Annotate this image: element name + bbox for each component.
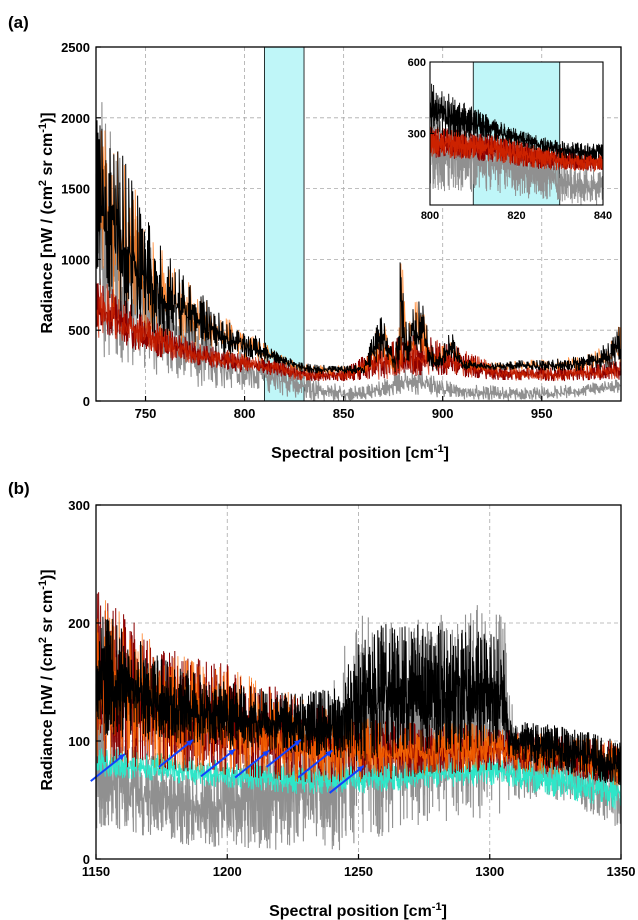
arrow-7 <box>329 764 365 794</box>
x-tick-label: 1350 <box>607 864 636 879</box>
arrow-3 <box>200 748 236 778</box>
y-tick-label: 2500 <box>61 40 90 55</box>
inset-y-tick-label: 600 <box>408 57 426 69</box>
panel-b-ticks: 1150 1200 1250 1300 1350 0 100 200 300 <box>68 498 635 879</box>
inset-series-black <box>429 83 604 160</box>
panel-a-series <box>95 102 622 401</box>
y-tick-label: 1000 <box>61 252 90 267</box>
plot-frame <box>95 46 622 402</box>
inset-x-tick-label: 840 <box>594 210 612 222</box>
x-tick-label: 1250 <box>344 864 373 879</box>
y-tick-label: 1500 <box>61 182 90 197</box>
inset-x-tick-label: 820 <box>507 210 525 222</box>
y-tick-label: 300 <box>68 498 90 513</box>
inset-x-tick-label: 800 <box>421 210 439 222</box>
panel-a-frame <box>95 46 622 402</box>
panel-b-series <box>95 592 622 851</box>
panel-a-highlight-band <box>263 46 305 402</box>
x-tick-label: 900 <box>432 406 454 421</box>
x-tick-label: 800 <box>234 406 256 421</box>
panel-a: (a) 750 800 850 900 95005001000150020002500 … <box>8 13 622 462</box>
y-tick-label: 2000 <box>61 111 90 126</box>
arrow-4 <box>234 749 270 779</box>
panel-a-y-axis-label: Radiance [nW / (cm2 sr cm-1)] <box>37 112 56 333</box>
inset-y-tick-label: 300 <box>408 129 426 141</box>
x-tick-label: 950 <box>531 406 553 421</box>
y-tick-label: 0 <box>83 852 90 867</box>
x-tick-label: 1200 <box>213 864 242 879</box>
panel-a-x-axis-label: Spectral position [cm-1] <box>271 443 449 462</box>
series-gray-0 <box>95 102 621 401</box>
panel-a-inset: 800 820 840 300 600 <box>408 57 613 222</box>
y-tick-label: 100 <box>68 734 90 749</box>
panel-b: (b) 1150 1200 1250 1300 1350 0 100 200 300 Spect… <box>8 479 635 920</box>
inset-series-red <box>429 126 604 172</box>
series-black-4 <box>95 120 622 375</box>
panel-b-label: (b) <box>8 479 30 498</box>
x-tick-label: 1300 <box>475 864 504 879</box>
x-tick-label: 1150 <box>82 864 110 879</box>
panel-a-label: (a) <box>8 13 29 32</box>
y-tick-label: 200 <box>68 616 90 631</box>
arrow-5 <box>266 739 302 768</box>
panel-a-ticks: 750 800 850 900 950 0 500 1000 1500 2000 2500 <box>61 40 553 421</box>
arrow-2 <box>158 739 194 768</box>
y-tick-label: 0 <box>83 394 90 409</box>
x-tick-label: 850 <box>333 406 355 421</box>
arrow-6 <box>297 749 333 779</box>
y-tick-label: 500 <box>68 323 90 338</box>
series-cyan-1 <box>95 746 622 810</box>
panel-b-x-axis-label: Spectral position [cm-1] <box>269 901 447 920</box>
panel-b-y-axis-label: Radiance [nW / (cm2 sr cm-1)] <box>37 569 56 790</box>
x-tick-label: 750 <box>135 406 157 421</box>
highlight-band <box>263 46 305 402</box>
series-black-4 <box>95 616 622 786</box>
